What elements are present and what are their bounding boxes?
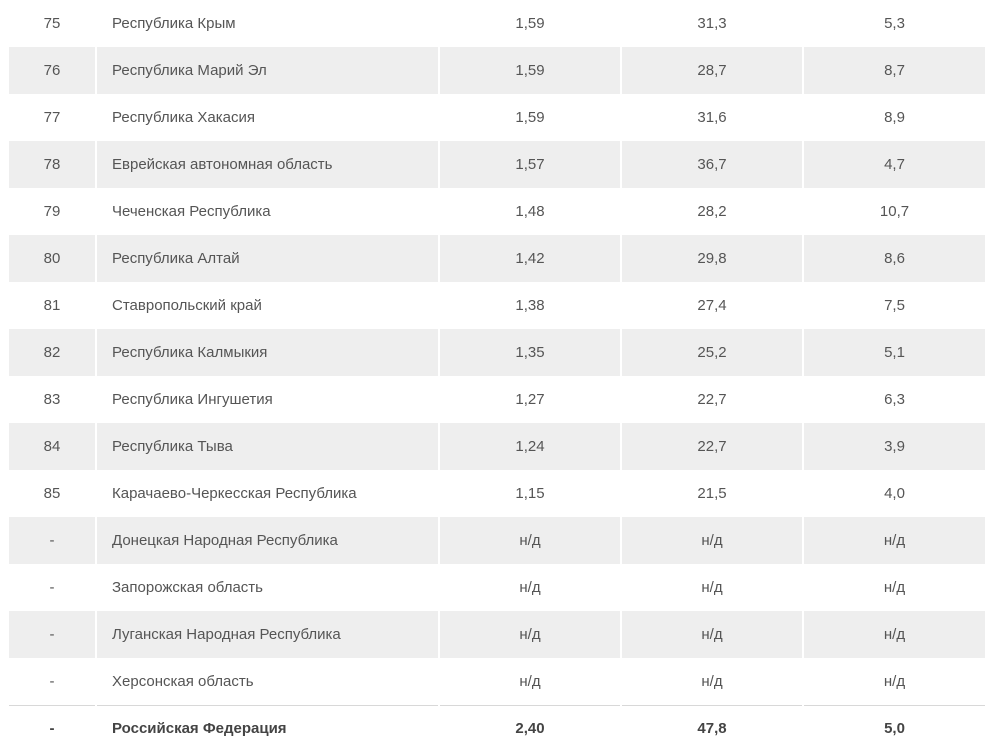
value-cell-3: 10,7 (802, 188, 985, 235)
value-cell-1: 1,57 (438, 141, 621, 188)
rank-cell: - (9, 517, 96, 564)
region-name-cell: Еврейская автономная область (95, 141, 439, 188)
table-row: 85 Карачаево-Черкесская Республика 1,15 … (9, 470, 985, 517)
rank-cell: 84 (9, 423, 96, 470)
value-cell-1: 1,59 (438, 47, 621, 94)
value-cell-3: 4,7 (802, 141, 985, 188)
value-cell-1: н/д (438, 564, 621, 611)
value-cell-3: 5,1 (802, 329, 985, 376)
value-cell-2: 21,5 (620, 470, 803, 517)
value-cell-3: н/д (802, 517, 985, 564)
value-cell-1: н/д (438, 611, 621, 658)
value-cell-3: 5,0 (802, 704, 985, 751)
value-cell-3: 3,9 (802, 423, 985, 470)
table-row: 77 Республика Хакасия 1,59 31,6 8,9 (9, 94, 985, 141)
rank-cell: 75 (43, 15, 61, 32)
rank-cell: - (49, 579, 55, 596)
region-name-cell: Республика Хакасия (95, 94, 439, 141)
region-name-cell: Республика Калмыкия (95, 329, 439, 376)
rank-cell: 81 (43, 297, 61, 314)
value-cell-2: 47,8 (620, 704, 803, 751)
table-row: 83 Республика Ингушетия 1,27 22,7 6,3 (9, 376, 985, 423)
region-name-cell: Луганская Народная Республика (95, 611, 439, 658)
rank-cell: - (49, 672, 55, 690)
rank-cell: 82 (9, 329, 96, 376)
table-row: - Херсонская область н/д н/д н/д (9, 658, 985, 705)
value-cell-2: 22,7 (620, 376, 803, 423)
table-row: 75 Республика Крым 1,59 31,3 5,3 (9, 0, 985, 47)
total-row: - Российская Федерация 2,40 47,8 5,0 (9, 704, 985, 751)
value-cell-1: 2,40 (438, 704, 621, 751)
region-name-cell: Российская Федерация (95, 704, 439, 751)
value-cell-1: 1,48 (438, 188, 621, 235)
value-cell-1: 1,42 (438, 235, 621, 282)
value-cell-2: н/д (620, 517, 803, 564)
value-cell-2: 27,4 (620, 282, 803, 329)
region-name-cell: Карачаево-Черкесская Республика (95, 470, 439, 517)
value-cell-2: 36,7 (620, 141, 803, 188)
region-name-cell: Республика Ингушетия (95, 376, 439, 423)
table-row: 84 Республика Тыва 1,24 22,7 3,9 (9, 423, 985, 470)
value-cell-3: 6,3 (802, 376, 985, 423)
value-cell-3: 4,0 (802, 470, 985, 517)
value-cell-1: 1,15 (438, 470, 621, 517)
table-row: 81 Ставропольский край 1,38 27,4 7,5 (9, 282, 985, 329)
table-row: 79 Чеченская Республика 1,48 28,2 10,7 (9, 188, 985, 235)
region-name-cell: Республика Марий Эл (95, 47, 439, 94)
rank-cell: 83 (43, 391, 61, 408)
value-cell-1: 1,59 (438, 0, 621, 47)
value-cell-2: н/д (620, 611, 803, 658)
value-cell-1: 1,59 (438, 94, 621, 141)
region-name-cell: Херсонская область (95, 658, 439, 705)
value-cell-1: 1,27 (438, 376, 621, 423)
region-name-cell: Республика Тыва (95, 423, 439, 470)
value-cell-2: 28,2 (620, 188, 803, 235)
table-row: - Луганская Народная Республика н/д н/д … (9, 611, 985, 658)
table-row: - Запорожская область н/д н/д н/д (9, 564, 985, 611)
rank-cell: 78 (9, 141, 96, 188)
rank-cell: 79 (43, 203, 61, 220)
region-name-cell: Республика Крым (95, 0, 439, 47)
value-cell-2: 25,2 (620, 329, 803, 376)
value-cell-3: 5,3 (802, 0, 985, 47)
rank-cell: 80 (9, 235, 96, 282)
table-row: 76 Республика Марий Эл 1,59 28,7 8,7 (9, 47, 985, 94)
value-cell-2: 28,7 (620, 47, 803, 94)
value-cell-2: 31,6 (620, 94, 803, 141)
regions-table: 75 Республика Крым 1,59 31,3 5,3 76 Респ… (9, 0, 985, 751)
region-name-cell: Ставропольский край (95, 282, 439, 329)
rank-cell: 85 (43, 485, 61, 502)
rank-cell: - (9, 704, 96, 751)
value-cell-3: н/д (802, 564, 985, 611)
value-cell-1: н/д (438, 658, 621, 705)
value-cell-1: 1,38 (438, 282, 621, 329)
region-name-cell: Республика Алтай (95, 235, 439, 282)
value-cell-2: н/д (620, 564, 803, 611)
value-cell-3: 7,5 (802, 282, 985, 329)
value-cell-3: н/д (802, 658, 985, 705)
value-cell-3: 8,9 (802, 94, 985, 141)
value-cell-2: н/д (620, 658, 803, 705)
region-name-cell: Чеченская Республика (95, 188, 439, 235)
rank-cell: 77 (43, 109, 61, 126)
rank-cell: - (9, 611, 96, 658)
region-name-cell: Донецкая Народная Республика (95, 517, 439, 564)
value-cell-3: н/д (802, 611, 985, 658)
rank-cell: 76 (9, 47, 96, 94)
table-row: 82 Республика Калмыкия 1,35 25,2 5,1 (9, 329, 985, 376)
value-cell-2: 29,8 (620, 235, 803, 282)
value-cell-3: 8,7 (802, 47, 985, 94)
table-row: 80 Республика Алтай 1,42 29,8 8,6 (9, 235, 985, 282)
region-name-cell: Запорожская область (95, 564, 439, 611)
value-cell-1: н/д (438, 517, 621, 564)
table-row: 78 Еврейская автономная область 1,57 36,… (9, 141, 985, 188)
value-cell-2: 22,7 (620, 423, 803, 470)
value-cell-1: 1,24 (438, 423, 621, 470)
value-cell-1: 1,35 (438, 329, 621, 376)
table-row: - Донецкая Народная Республика н/д н/д н… (9, 517, 985, 564)
value-cell-3: 8,6 (802, 235, 985, 282)
value-cell-2: 31,3 (620, 0, 803, 47)
regions-table-body: 75 Республика Крым 1,59 31,3 5,3 76 Респ… (9, 0, 985, 751)
